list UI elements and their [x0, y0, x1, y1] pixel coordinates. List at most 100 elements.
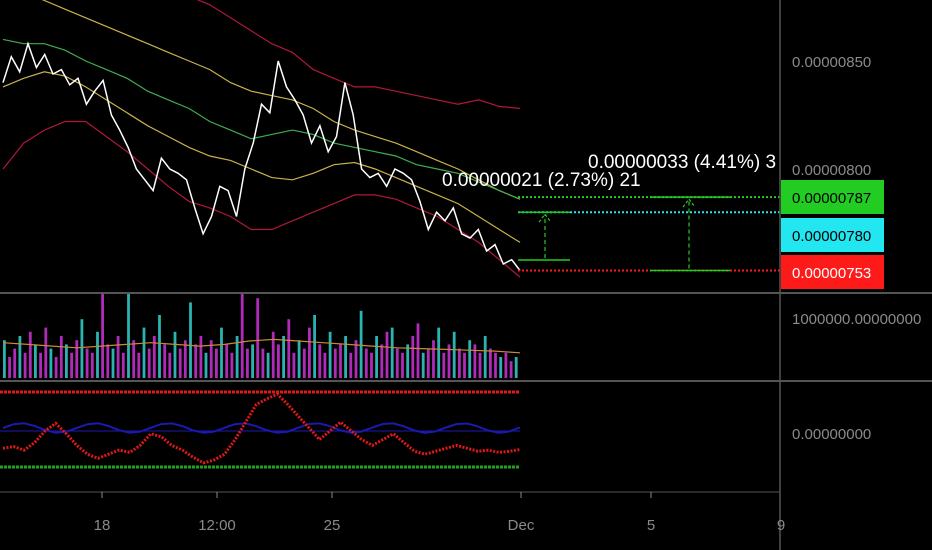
volume-bar — [137, 352, 141, 378]
level-tag — [781, 218, 884, 252]
volume-bar — [266, 352, 270, 378]
volume-bar — [85, 348, 89, 378]
volume-bar — [194, 344, 198, 378]
time-tick-label: 9 — [777, 517, 785, 534]
price-axis[interactable]: 0.00000850 0.00000800 1000000.00000000 0… — [781, 54, 921, 443]
volume-bar — [18, 336, 22, 378]
volume-bar — [271, 331, 275, 378]
volume-bar — [8, 357, 11, 378]
volume-bar — [215, 348, 218, 378]
volume-bar — [147, 348, 151, 378]
volume-bar — [359, 310, 363, 378]
volume-bar — [173, 331, 177, 378]
volume-bar — [225, 344, 229, 378]
volume-tick-label: 1000000.00000000 — [792, 311, 921, 328]
volume-bar — [401, 352, 404, 378]
volume-pane[interactable] — [2, 294, 521, 378]
volume-bar — [142, 327, 146, 378]
volume-bar — [328, 331, 332, 378]
volume-bar — [59, 336, 63, 378]
volume-bar — [421, 352, 425, 378]
volume-bar — [183, 340, 187, 378]
measure-annotation-2: 0.00000033 (4.41%) 3 — [588, 152, 776, 173]
volume-bar — [395, 348, 399, 378]
measure-arrow-head — [682, 198, 696, 208]
band-center-line — [2, 38, 521, 200]
price-tick-label: 0.00000850 — [792, 54, 871, 71]
volume-bar — [489, 348, 492, 378]
volume-bar — [3, 340, 6, 378]
volume-bar — [251, 344, 254, 378]
volume-bar — [54, 357, 58, 378]
volume-bar — [308, 327, 311, 378]
time-tick-label: 5 — [647, 517, 655, 534]
volume-bar — [463, 352, 466, 378]
volume-bar — [39, 352, 42, 378]
volume-bar — [246, 348, 249, 378]
volume-bar — [261, 348, 265, 378]
volume-bar — [96, 331, 99, 378]
volume-bar — [168, 352, 172, 378]
price-series-line — [2, 41, 521, 271]
volume-bar — [282, 336, 285, 378]
measure-tools[interactable] — [518, 196, 730, 272]
time-tick-label: Dec — [508, 517, 535, 534]
time-axis[interactable]: 18 12:00 25 Dec 5 9 — [94, 492, 786, 534]
volume-bar — [302, 348, 306, 378]
volume-bar — [163, 344, 167, 378]
volume-bar — [297, 340, 301, 378]
level-tag-label: 0.00000787 — [792, 190, 871, 207]
level-tag-label: 0.00000753 — [792, 265, 871, 282]
volume-bar — [75, 340, 79, 378]
volume-bar — [416, 323, 420, 378]
volume-bar — [452, 331, 456, 378]
volume-bar — [152, 336, 156, 378]
oscillator-pane[interactable] — [0, 390, 521, 469]
level-tag-label: 0.00000780 — [792, 228, 871, 245]
volume-bar — [385, 331, 389, 378]
volume-bar — [189, 302, 192, 378]
volume-bar — [199, 336, 203, 378]
volume-bar — [116, 336, 120, 378]
volume-bar — [432, 340, 435, 378]
volume-bar — [80, 319, 84, 378]
volume-bar — [318, 344, 322, 378]
volume-bar — [111, 348, 115, 378]
level-tags: 0.00000787 0.00000780 0.00000753 — [781, 180, 884, 289]
band-lower-line — [2, 120, 521, 278]
volume-bar — [23, 352, 27, 378]
volume-bar — [158, 315, 161, 378]
volume-bar — [499, 357, 503, 378]
volume-ma-line — [2, 338, 521, 354]
volume-bar — [230, 352, 234, 378]
measure-arrow-head — [538, 213, 552, 223]
volume-bar — [49, 348, 53, 378]
volume-bar — [447, 344, 451, 378]
volume-bar — [442, 352, 446, 378]
volume-bar — [390, 327, 394, 378]
volume-bar — [375, 336, 378, 378]
volume-bar — [349, 352, 353, 378]
volume-bar — [220, 327, 223, 378]
time-tick-label: 25 — [324, 517, 341, 534]
level-tag — [781, 180, 884, 214]
volume-bar — [256, 298, 260, 378]
volume-bar — [287, 319, 291, 378]
volume-bar — [364, 348, 368, 378]
volume-bar — [44, 327, 48, 378]
oscillator-main-line — [2, 392, 521, 465]
volume-bar — [204, 352, 208, 378]
time-tick-label: 12:00 — [198, 517, 236, 534]
volume-bar — [28, 331, 32, 378]
volume-bar — [411, 336, 415, 378]
volume-bar — [494, 352, 497, 378]
volume-bar — [323, 352, 327, 378]
volume-bar — [313, 315, 316, 378]
volume-bar — [70, 352, 73, 378]
volume-bar — [101, 294, 104, 378]
price-pane[interactable]: 0.00000021 (2.73%) 21 0.00000033 (4.41%)… — [2, 0, 780, 278]
volume-bar — [339, 344, 342, 378]
volume-bar — [132, 340, 136, 378]
